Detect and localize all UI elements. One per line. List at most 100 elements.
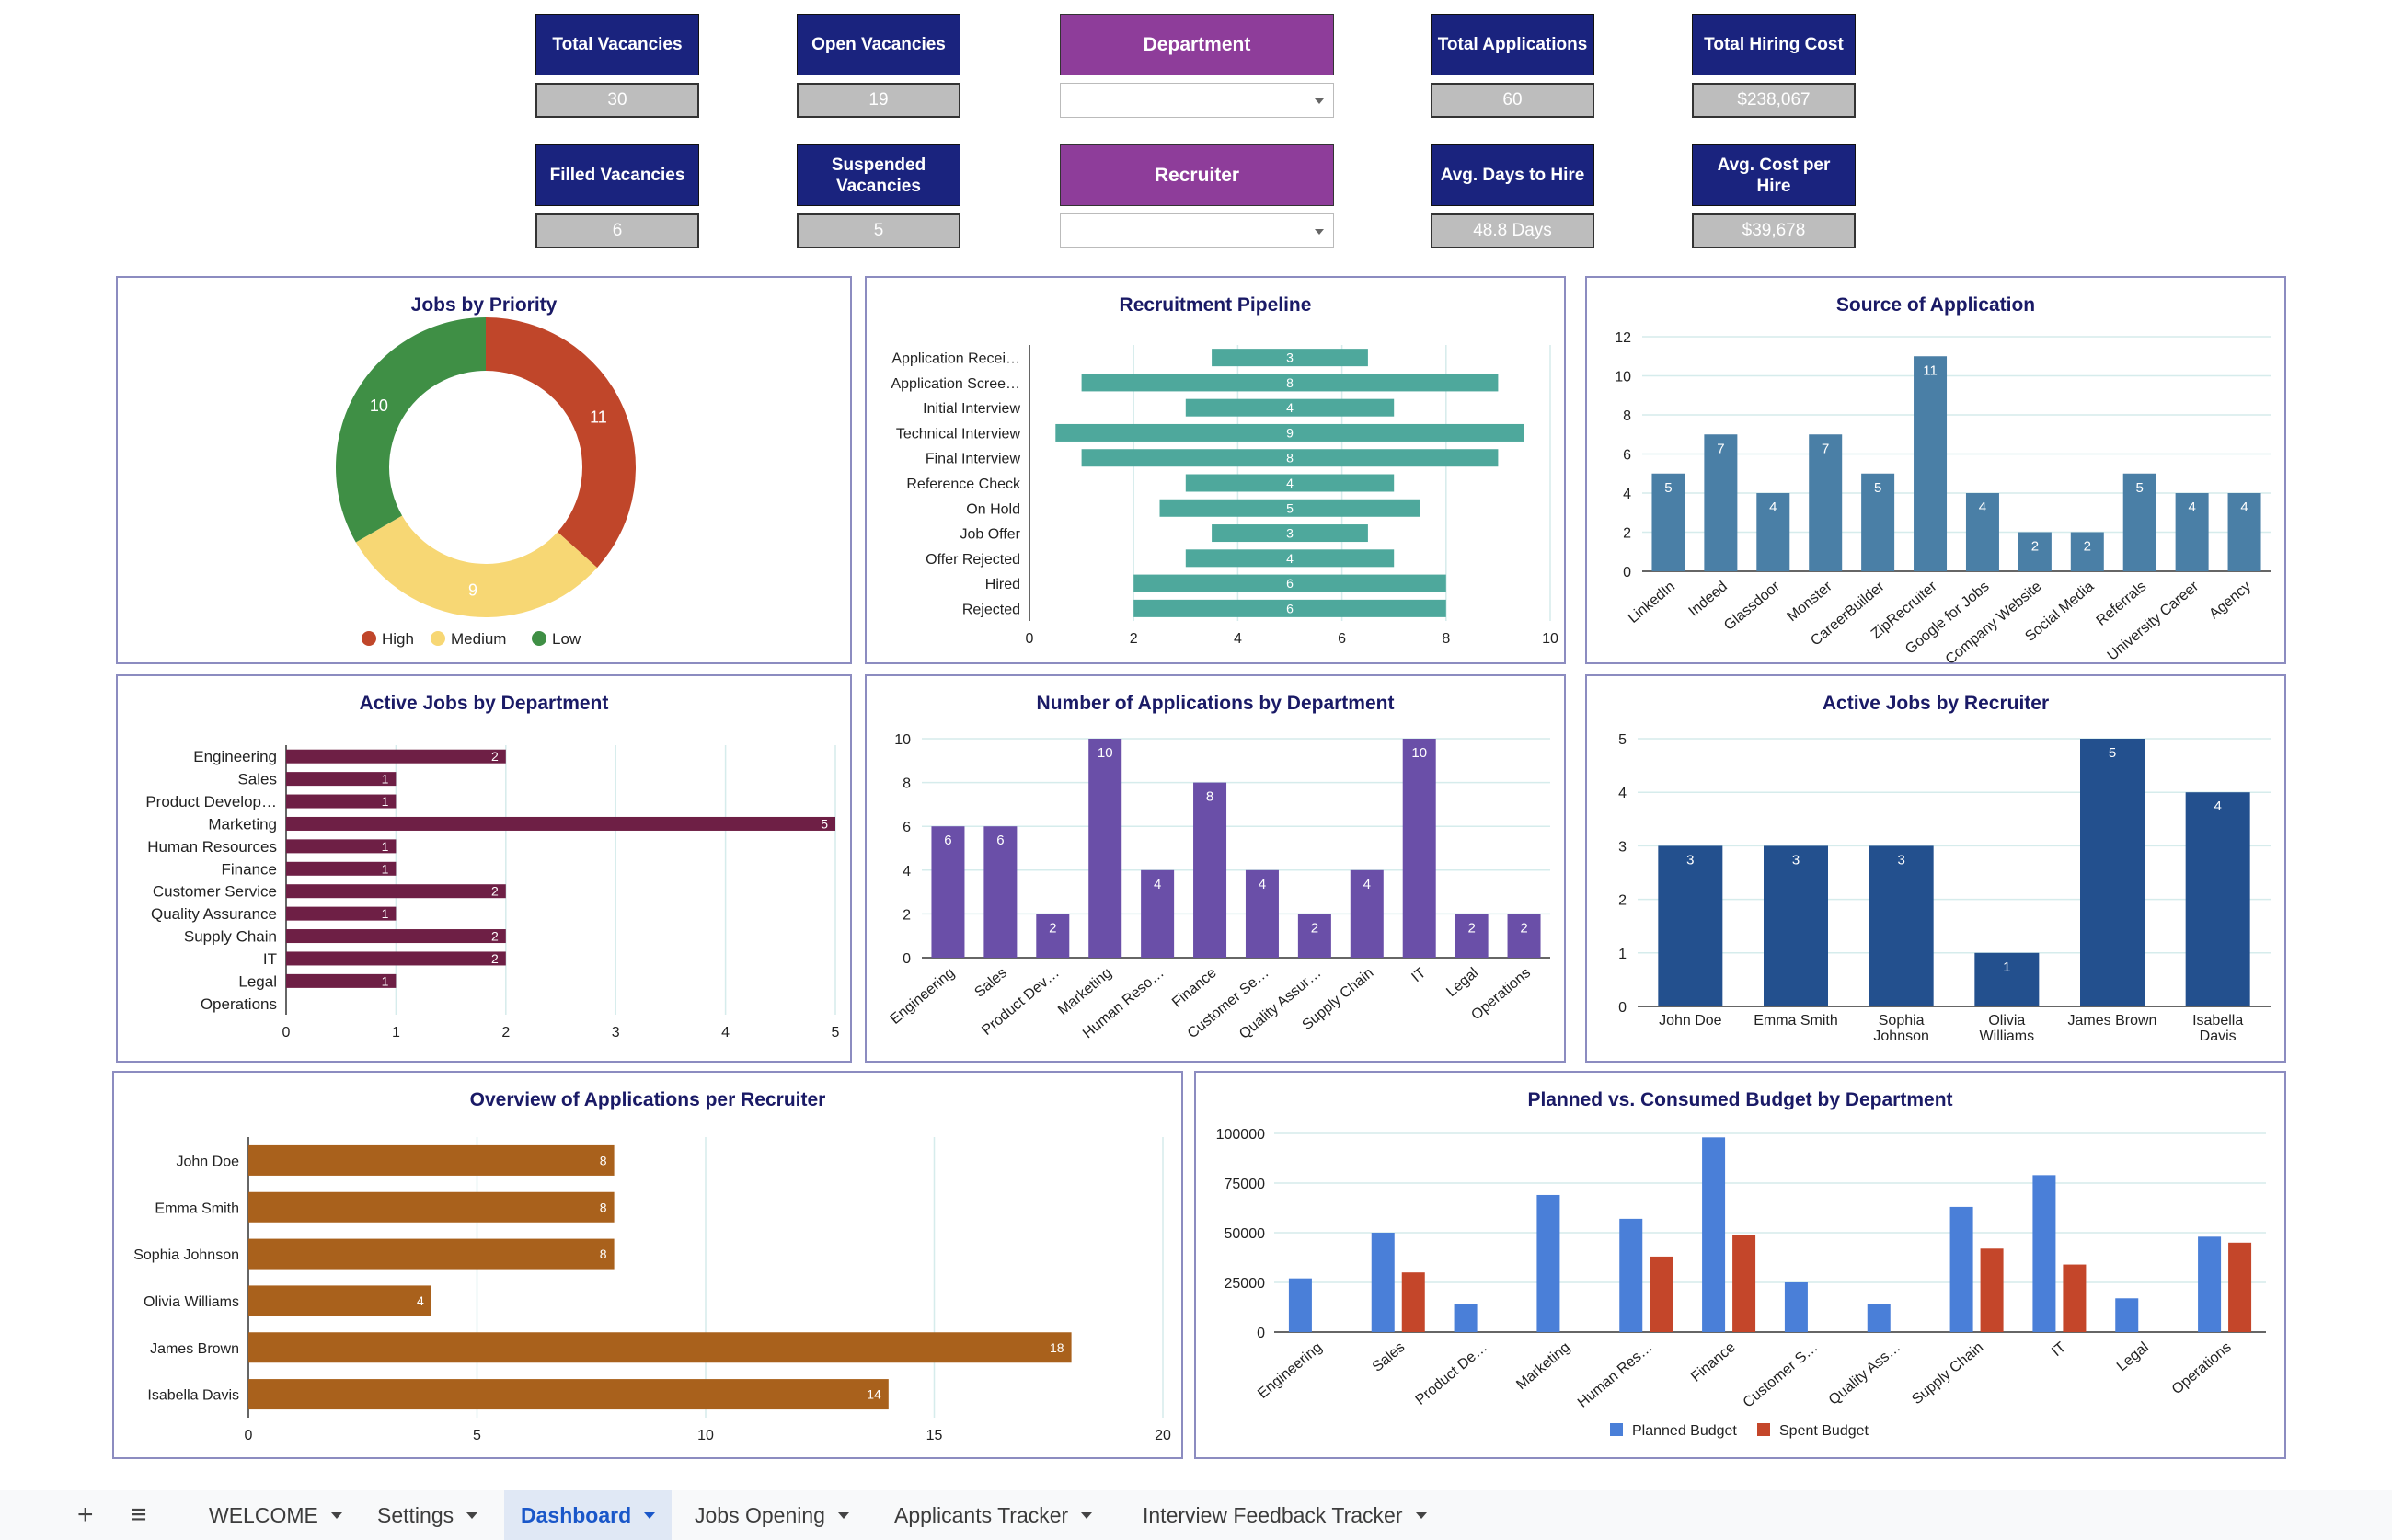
recruitment-pipeline-chart[interactable]: Recruitment Pipeline 0 2 4 6 8 10 Application … — [865, 276, 1566, 664]
chevron-down-icon[interactable] — [466, 1511, 478, 1519]
bar — [1401, 1272, 1425, 1332]
chart-title: Jobs by Priority — [410, 294, 558, 316]
applications-per-recruiter-chart[interactable]: Overview of Applications per Recruiter 0… — [112, 1071, 1183, 1459]
y-tick-label: Quality Assurance — [151, 905, 277, 923]
data-label: 5 — [1664, 480, 1672, 496]
x-tick-label: 10 — [1542, 631, 1558, 647]
all-sheets-menu-icon[interactable]: ≡ — [131, 1500, 147, 1530]
jobs-by-priority-chart[interactable]: Jobs by Priority 11 9 10 High Medium Low — [116, 276, 852, 664]
legend-swatch — [1757, 1423, 1770, 1436]
kpi-open-vacancies-value: 19 — [797, 83, 960, 118]
legend-label: Spent Budget — [1779, 1423, 1869, 1439]
y-tick-label: 50000 — [1225, 1226, 1266, 1242]
bar — [2115, 1298, 2139, 1332]
bar — [248, 1332, 1072, 1363]
active-jobs-by-department-chart[interactable]: Active Jobs by Department 0 1 2 3 4 5 Engineer… — [116, 674, 852, 1063]
kpi-open-vacancies-label: Open Vacancies — [797, 14, 960, 75]
chevron-down-icon[interactable] — [1081, 1511, 1093, 1519]
y-tick-label: 25000 — [1225, 1276, 1266, 1292]
tab-dashboard[interactable]: Dashboard — [504, 1490, 673, 1540]
kpi-total-vacancies-value: 30 — [535, 83, 699, 118]
data-label: 4 — [1286, 400, 1294, 415]
pie-slice — [486, 317, 636, 569]
applications-by-department-chart[interactable]: Number of Applications by Department 0 2 4… — [865, 674, 1566, 1063]
x-tick-label: 3 — [612, 1025, 620, 1040]
y-tick-label: 2 — [1623, 526, 1631, 542]
x-tick-label: Glassdoor — [1721, 579, 1783, 634]
y-tick-label: 100000 — [1216, 1127, 1265, 1143]
chevron-down-icon — [1315, 98, 1324, 104]
x-tick-label: 2 — [501, 1025, 510, 1040]
data-label: 5 — [2109, 745, 2116, 761]
chart-title: Active Jobs by Department — [359, 693, 609, 714]
y-tick-label: 0 — [1257, 1326, 1265, 1341]
tab-welcome[interactable]: WELCOME — [190, 1490, 361, 1540]
data-label: 11 — [590, 408, 607, 426]
x-tick-label: 0 — [1026, 631, 1034, 647]
chevron-down-icon[interactable] — [837, 1511, 849, 1519]
bar — [1185, 549, 1395, 568]
add-sheet-icon[interactable]: + — [77, 1500, 94, 1530]
bar — [1297, 914, 1331, 958]
data-label: 4 — [1363, 877, 1371, 892]
data-label: 2 — [1049, 920, 1056, 936]
x-tick-label: Emma Smith — [1754, 1013, 1838, 1029]
budget-by-department-chart[interactable]: Planned vs. Consumed Budget by Departmen… — [1194, 1071, 2286, 1459]
x-tick-label: Quality Ass… — [1826, 1339, 1903, 1408]
x-tick-label: 5 — [473, 1428, 481, 1443]
x-tick-label: Legal — [1443, 965, 1481, 1000]
x-tick-label: 4 — [1234, 631, 1242, 647]
chart-title: Planned vs. Consumed Budget by Departmen… — [1527, 1089, 1953, 1110]
bar — [286, 816, 835, 831]
tab-jobs-opening[interactable]: Jobs Opening — [676, 1490, 868, 1540]
source-of-application-chart[interactable]: Source of Application 0 2 4 6 8 10 12 5 LinkedIn… — [1585, 276, 2286, 666]
x-tick-label: Isabella Davis — [2192, 1013, 2243, 1044]
y-tick-label: Hired — [985, 577, 1020, 592]
y-tick-label: 2 — [903, 907, 911, 923]
bar — [1081, 374, 1499, 392]
y-tick-label: 5 — [1618, 732, 1627, 748]
legend-swatch — [431, 631, 445, 646]
department-filter-select[interactable] — [1060, 83, 1334, 118]
kpi-total-applications-value: 60 — [1431, 83, 1594, 118]
chevron-down-icon[interactable] — [644, 1511, 656, 1519]
active-jobs-by-recruiter-chart[interactable]: Active Jobs by Recruiter 0 1 2 3 4 5 3 John Doe… — [1585, 674, 2286, 1063]
data-label: 4 — [1286, 476, 1294, 490]
pie-slice — [355, 515, 598, 617]
bar — [248, 1379, 889, 1410]
chevron-down-icon[interactable] — [1415, 1511, 1427, 1519]
tab-interview-feedback-tracker[interactable]: Interview Feedback Tracker — [1124, 1490, 1445, 1540]
bar — [1088, 739, 1122, 958]
bar — [1867, 1304, 1891, 1332]
tab-settings[interactable]: Settings — [359, 1490, 496, 1540]
data-label: 3 — [1286, 351, 1294, 365]
y-tick-label: 0 — [1623, 565, 1631, 580]
x-tick-label: Marketing — [1513, 1339, 1573, 1393]
kpi-suspended-vacancies-value: 5 — [797, 213, 960, 248]
recruiter-filter-select[interactable] — [1060, 213, 1334, 248]
tab-applicants-tracker[interactable]: Applicants Tracker — [876, 1490, 1110, 1540]
x-tick-label: 20 — [1155, 1428, 1171, 1443]
x-tick-label: John Doe — [1659, 1013, 1722, 1029]
bar — [248, 1238, 615, 1270]
bar — [1212, 349, 1368, 367]
bar — [286, 929, 506, 944]
x-tick-label: Finance — [1688, 1339, 1739, 1385]
data-label: 3 — [1792, 852, 1800, 868]
data-label: 2 — [2084, 539, 2091, 555]
x-tick-label: Monster — [1785, 579, 1836, 626]
y-tick-label: 0 — [1618, 1000, 1627, 1016]
x-tick-label: 0 — [282, 1025, 291, 1040]
data-label: 4 — [1769, 500, 1777, 515]
data-label: 8 — [600, 1200, 607, 1214]
y-tick-label: On Hold — [966, 501, 1020, 517]
y-tick-label: Marketing — [208, 815, 277, 833]
chevron-down-icon[interactable] — [330, 1511, 342, 1519]
bar — [286, 884, 506, 899]
bar — [286, 861, 397, 876]
bar — [1454, 1304, 1478, 1332]
bar — [1650, 1256, 1673, 1332]
chart-title: Number of Applications by Department — [1036, 693, 1395, 714]
data-label: 1 — [382, 906, 389, 921]
bar — [1949, 1206, 1973, 1332]
